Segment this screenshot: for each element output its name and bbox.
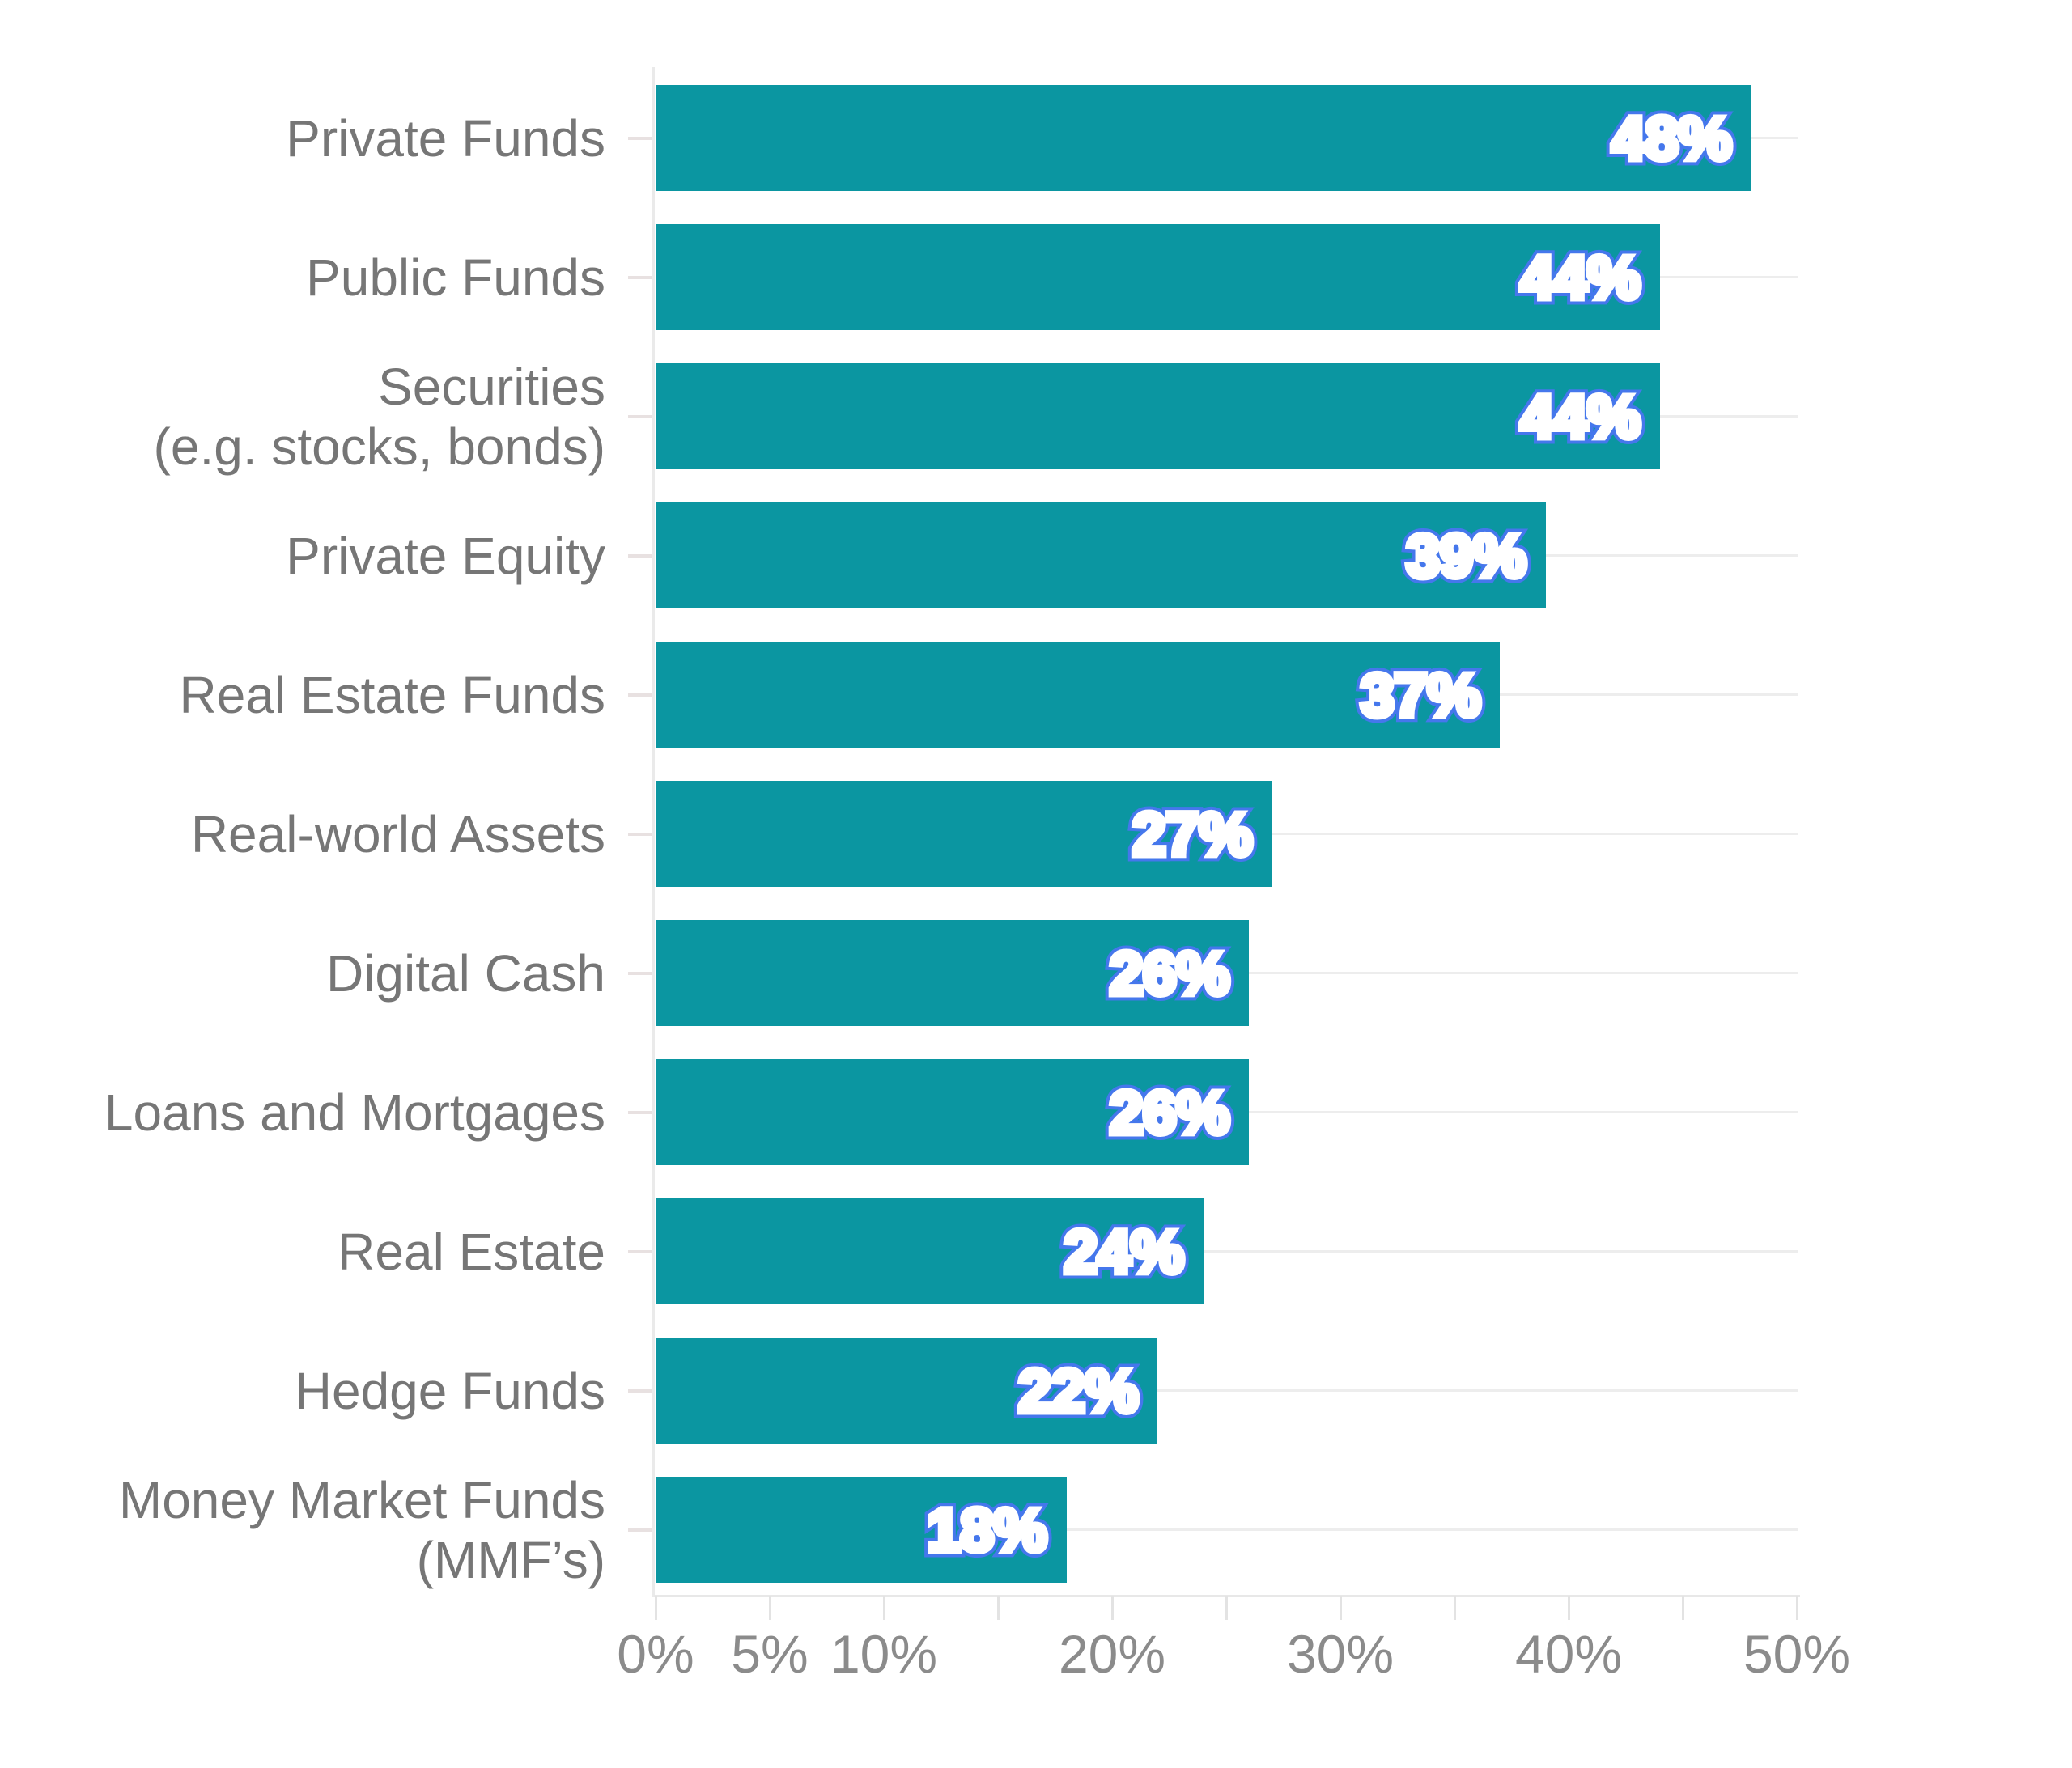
category-label: Loans and Mortgages <box>104 1083 605 1142</box>
row-gridline <box>656 1250 1798 1253</box>
bar-value-label: 18% 18% <box>920 1490 1053 1570</box>
category-label: Private Equity <box>286 526 605 585</box>
bar-value-label-text: 24% <box>1061 1215 1187 1288</box>
bar-value-label-text: 44% <box>1518 240 1644 314</box>
bar: 18% 18% <box>656 1477 1067 1583</box>
x-axis-tick <box>1681 1596 1684 1620</box>
x-axis-tick-label: 0% <box>617 1624 694 1684</box>
x-axis-tick-label: 20% <box>1058 1624 1166 1684</box>
category-tick <box>628 1389 652 1393</box>
bar-value-label-counter-fill: 18% <box>920 1490 1053 1570</box>
bar-value-label: 37% 37% <box>1354 655 1487 735</box>
bar-value-label: 27% 27% <box>1126 794 1259 874</box>
category-label: Public Funds <box>306 248 605 307</box>
x-axis-tick-label: 5% <box>731 1624 809 1684</box>
category-tick <box>628 136 652 140</box>
bar-value-label-text: 48% <box>1608 101 1734 175</box>
bar-value-label: 48% 48% <box>1605 98 1738 178</box>
x-axis-tick <box>768 1596 771 1620</box>
bar-value-label-text: 26% <box>1106 1075 1233 1149</box>
category-tick <box>628 275 652 279</box>
bar: 44% 44% <box>656 224 1660 330</box>
bar: 26% 26% <box>656 1059 1250 1165</box>
bar-value-label: 44% 44% <box>1514 237 1647 317</box>
x-axis-tick-label: 10% <box>830 1624 938 1684</box>
bar: 24% 24% <box>656 1198 1204 1304</box>
y-axis-line <box>652 67 655 1597</box>
category-tick <box>628 1528 652 1532</box>
bar-value-label-text: 18% <box>923 1493 1050 1567</box>
bar: 39% 39% <box>656 502 1546 608</box>
bar-value-label-counter-fill: 26% <box>1103 1072 1236 1152</box>
bar-value-label: 26% 26% <box>1103 1072 1236 1152</box>
x-axis-tick <box>996 1596 1000 1620</box>
x-axis-tick <box>882 1596 885 1620</box>
bar: 22% 22% <box>656 1338 1158 1444</box>
bar: 44% 44% <box>656 363 1660 469</box>
category-tick <box>628 693 652 697</box>
bar-value-label-text: 44% <box>1518 379 1644 453</box>
category-label: Private Funds <box>286 108 605 167</box>
bar-value-label-text: 26% <box>1106 936 1233 1010</box>
bar-value-label: 24% 24% <box>1058 1211 1191 1291</box>
category-tick <box>628 1249 652 1253</box>
bar: 37% 37% <box>656 642 1501 748</box>
row-gridline <box>656 1389 1798 1392</box>
bar-value-label-text: 22% <box>1015 1354 1141 1427</box>
x-axis-tick-label: 40% <box>1514 1624 1623 1684</box>
category-tick <box>628 414 652 418</box>
bar-value-label-counter-fill: 44% <box>1514 237 1647 317</box>
category-label: Money Market Funds (MMF’s) <box>118 1470 605 1589</box>
bar-value-label: 44% 44% <box>1514 376 1647 456</box>
x-axis-tick <box>1567 1596 1570 1620</box>
bar-value-label-counter-fill: 39% <box>1400 515 1533 596</box>
bar-value-label-counter-fill: 48% <box>1605 98 1738 178</box>
category-label: Digital Cash <box>325 943 605 1003</box>
x-axis-tick-label: 30% <box>1286 1624 1395 1684</box>
bar-value-label-counter-fill: 26% <box>1103 933 1236 1013</box>
bar: 26% 26% <box>656 920 1250 1026</box>
category-tick <box>628 553 652 558</box>
category-tick <box>628 971 652 975</box>
bar-value-label: 26% 26% <box>1103 933 1236 1013</box>
category-tick <box>628 1110 652 1114</box>
bar-value-label-text: 27% <box>1129 797 1255 871</box>
category-label: Securities (e.g. stocks, bonds) <box>153 357 605 476</box>
row-gridline <box>656 1528 1798 1531</box>
bar-value-label: 39% 39% <box>1400 515 1533 596</box>
x-axis-tick <box>1110 1596 1114 1620</box>
x-axis-tick <box>1225 1596 1228 1620</box>
bar: 27% 27% <box>656 781 1272 887</box>
bar-value-label-text: 39% <box>1403 519 1530 592</box>
bar-value-label-counter-fill: 44% <box>1514 376 1647 456</box>
x-axis-tick-label: 50% <box>1743 1624 1851 1684</box>
x-axis-tick <box>1339 1596 1342 1620</box>
category-label: Hedge Funds <box>294 1361 605 1420</box>
bar-value-label-counter-fill: 27% <box>1126 794 1259 874</box>
bar-value-label-counter-fill: 22% <box>1012 1350 1144 1431</box>
bar: 48% 48% <box>656 85 1751 191</box>
x-axis-tick <box>1795 1596 1798 1620</box>
bar-value-label-counter-fill: 37% <box>1354 655 1487 735</box>
bar-value-label-counter-fill: 24% <box>1058 1211 1191 1291</box>
category-tick <box>628 832 652 836</box>
category-label: Real Estate Funds <box>179 665 606 724</box>
bar-value-label-text: 37% <box>1357 658 1484 731</box>
bar-value-label: 22% 22% <box>1012 1350 1144 1431</box>
category-label: Real-world Assets <box>190 804 605 863</box>
x-axis-tick <box>654 1596 657 1620</box>
x-axis-tick <box>1453 1596 1456 1620</box>
category-label: Real Estate <box>338 1222 605 1281</box>
